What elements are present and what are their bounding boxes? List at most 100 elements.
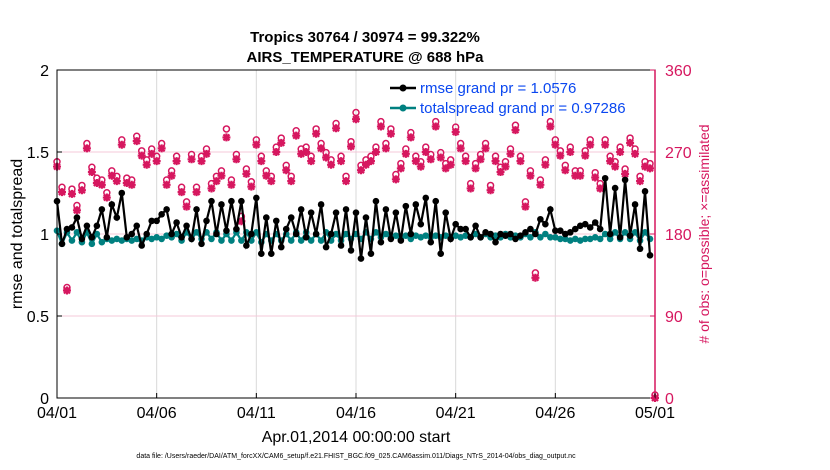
rmse-point xyxy=(322,243,330,251)
rmse-point xyxy=(347,247,355,254)
obs-assimilated-point xyxy=(576,171,585,180)
obs-assimilated-point xyxy=(222,133,231,142)
obs-assimilated-point xyxy=(381,144,390,153)
spread-point xyxy=(492,232,499,239)
rmse-point xyxy=(282,225,290,233)
obs-assimilated-point xyxy=(356,166,365,175)
x-tick-label: 04/16 xyxy=(336,405,376,422)
obs-assimilated-mark xyxy=(57,188,66,197)
rmse-point xyxy=(352,209,360,216)
rmse-line xyxy=(55,178,652,259)
rmse-point xyxy=(467,233,474,241)
obs-assimilated-point xyxy=(551,140,560,149)
obs-assimilated-point xyxy=(307,157,316,166)
rmse-point xyxy=(73,214,81,221)
spread-point xyxy=(566,237,574,244)
obs-assimilated-mark xyxy=(312,129,321,138)
rmse-point xyxy=(442,209,450,216)
chart-title-line2: AIRS_TEMPERATURE @ 688 hPa xyxy=(247,49,485,66)
x-tick-label: 04/21 xyxy=(436,405,476,422)
obs-assimilated-mark xyxy=(62,286,71,295)
spread-point xyxy=(238,237,245,244)
obs-assimilated-mark xyxy=(366,157,375,166)
obs-assimilated-point xyxy=(441,164,450,173)
obs-assimilated-mark xyxy=(631,149,640,158)
rmse-point xyxy=(457,225,464,233)
obs-assimilated-point xyxy=(491,157,500,166)
obs-assimilated-point xyxy=(257,157,266,166)
obs-assimilated-mark xyxy=(147,149,156,158)
obs-assimilated-point xyxy=(536,180,545,189)
spread-point xyxy=(562,235,569,243)
rmse-point xyxy=(287,214,295,221)
spread-point xyxy=(462,232,469,239)
obs-assimilated-point xyxy=(62,286,71,295)
obs-assimilated-point xyxy=(212,177,221,186)
obs-assimilated-point xyxy=(631,149,640,158)
rmse-point xyxy=(228,197,235,205)
obs-assimilated-mark xyxy=(247,182,256,191)
spread-point xyxy=(422,232,430,239)
y2-tick-label: 360 xyxy=(665,63,692,80)
obs-assimilated-mark xyxy=(82,144,91,153)
obs-assimilated-point xyxy=(451,127,460,136)
obs-assimilated-point xyxy=(421,148,430,156)
rmse-point xyxy=(123,233,131,241)
obs-assimilated-mark xyxy=(222,133,231,142)
rmse-point xyxy=(646,252,654,259)
obs-assimilated-point xyxy=(122,178,131,187)
obs-assimilated-mark xyxy=(451,127,460,136)
obs-assimilated-mark xyxy=(646,164,655,173)
rmse-point xyxy=(183,222,190,230)
spread-point xyxy=(586,235,594,243)
spread-point xyxy=(571,235,579,243)
obs-assimilated-mark xyxy=(157,144,166,153)
obs-assimilated-mark xyxy=(127,180,136,189)
rmse-point xyxy=(432,197,440,205)
rmse-point xyxy=(108,201,116,208)
obs-assimilated-point xyxy=(531,273,540,282)
obs-assimilated-mark xyxy=(122,178,131,187)
obs-assimilated-mark xyxy=(376,122,385,131)
obs-assimilated-point xyxy=(162,180,171,189)
obs-assimilated-point xyxy=(87,168,96,177)
spread-point xyxy=(173,230,180,238)
rmse-point xyxy=(522,229,529,236)
rmse-point xyxy=(407,230,415,238)
rmse-point xyxy=(382,206,390,213)
rmse-point xyxy=(417,220,425,228)
obs-assimilated-point xyxy=(471,164,480,173)
obs-assimilated-point xyxy=(436,153,445,162)
spread-point xyxy=(228,237,235,244)
obs-assimilated-point xyxy=(511,126,520,135)
spread-point xyxy=(218,237,225,244)
obs-assimilated-mark xyxy=(521,202,530,211)
rmse-point xyxy=(547,206,554,213)
obs-assimilated-mark xyxy=(232,155,241,164)
y-tick-label: 2 xyxy=(40,63,49,80)
obs-assimilated-point xyxy=(117,140,126,149)
obs-assimilated-point xyxy=(611,162,620,171)
obs-assimilated-mark xyxy=(466,184,475,193)
rmse-point xyxy=(133,222,141,230)
obs-assimilated-point xyxy=(102,193,111,202)
spread-point xyxy=(527,233,534,241)
obs-assimilated-mark xyxy=(132,137,141,146)
spread-point xyxy=(297,237,305,244)
obs-assimilated-mark xyxy=(102,193,111,202)
obs-assimilated-mark xyxy=(356,166,365,175)
rmse-point xyxy=(83,222,91,230)
obs-assimilated-point xyxy=(112,177,121,186)
spread-point xyxy=(108,237,116,244)
obs-assimilated-mark xyxy=(257,157,266,166)
rmse-point xyxy=(581,220,589,228)
obs-assimilated-point xyxy=(237,217,246,226)
y2-tick-label: 0 xyxy=(665,391,674,408)
rmse-point xyxy=(557,227,564,235)
spread-point xyxy=(98,238,106,246)
spread-point xyxy=(342,230,350,238)
obs-assimilated-mark xyxy=(386,129,395,138)
y-axis-label: rmse and totalspread xyxy=(9,159,26,309)
obs-assimilated-mark xyxy=(371,148,380,156)
rmse-point xyxy=(223,227,230,235)
